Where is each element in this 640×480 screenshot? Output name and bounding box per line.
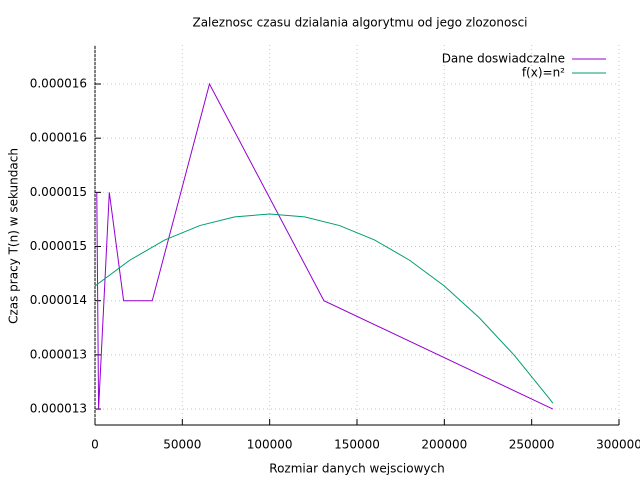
y-tick-label: 0.000016: [30, 131, 87, 145]
legend-label: Dane doswiadczalne: [442, 52, 565, 66]
y-tick-label: 0.000015: [30, 185, 87, 199]
x-tick-label: 200000: [421, 438, 467, 452]
x-tick-label: 50000: [163, 438, 201, 452]
y-tick-label: 0.000013: [30, 347, 87, 361]
x-tick-label: 0: [91, 438, 99, 452]
y-tick-label: 0.000016: [30, 77, 87, 91]
data-line: [94, 213, 554, 404]
y-tick-label: 0.000015: [30, 239, 87, 253]
y-axis-label: Czas pracy T(n) w sekundach: [7, 148, 21, 324]
x-tick-label: 150000: [334, 438, 380, 452]
x-axis-label: Rozmiar danych wejsciowych: [269, 462, 444, 476]
data-line: [96, 82, 554, 410]
x-tick-label: 300000: [596, 438, 640, 452]
y-tick-label: 0.000013: [30, 402, 87, 416]
y-tick-label: 0.000014: [30, 293, 87, 307]
x-tick-label: 100000: [247, 438, 293, 452]
x-tick-label: 250000: [509, 438, 555, 452]
legend-label: f(x)=n²: [522, 66, 565, 80]
chart-title: Zaleznosc czasu dzialania algorytmu od j…: [192, 16, 527, 30]
